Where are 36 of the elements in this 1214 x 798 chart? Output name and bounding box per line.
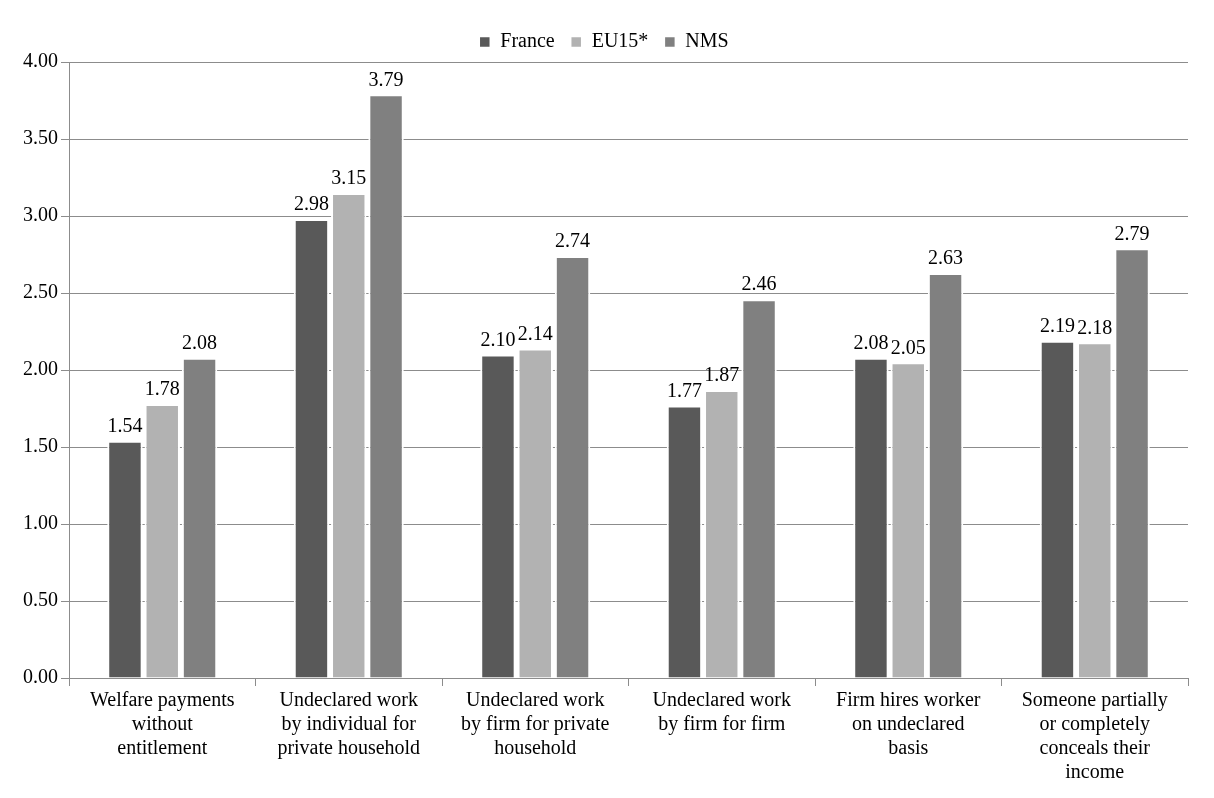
y-tick-label: 0.50 xyxy=(23,588,58,611)
y-tick-label: 0.00 xyxy=(23,665,58,688)
data-label: 2.63 xyxy=(928,246,964,269)
x-tick-label: Undeclared work by firm for private household xyxy=(461,688,610,759)
data-label: 2.08 xyxy=(853,330,889,353)
y-tick-label: 1.50 xyxy=(23,434,58,457)
data-label: 2.19 xyxy=(1039,313,1075,336)
data-label: 2.10 xyxy=(480,327,516,350)
data-label: 1.54 xyxy=(107,414,143,437)
data-label: 2.05 xyxy=(890,335,926,358)
legend-label: NMS xyxy=(685,29,729,52)
data-label: 2.46 xyxy=(741,272,777,295)
data-label: 3.79 xyxy=(368,67,404,90)
x-tick-label: Welfare payments without entitlement xyxy=(90,688,235,759)
y-tick-label: 4.00 xyxy=(23,49,58,72)
y-tick-label: 1.00 xyxy=(23,511,58,534)
y-tick-label: 2.50 xyxy=(23,280,58,303)
data-label: 2.08 xyxy=(182,330,218,353)
x-tick-label: Someone partially or completely conceals their income xyxy=(1021,688,1168,783)
data-label: 2.74 xyxy=(555,229,591,252)
data-label: 1.78 xyxy=(144,377,180,400)
legend-label: France xyxy=(500,29,555,52)
x-tick-label: Firm hires worker on undeclared basis xyxy=(836,688,981,759)
data-label: 2.18 xyxy=(1077,315,1113,338)
data-label: 3.15 xyxy=(331,166,367,189)
data-label: 1.77 xyxy=(666,378,702,401)
y-tick-label: 3.50 xyxy=(23,126,58,149)
y-tick-label: 3.00 xyxy=(23,203,58,226)
data-label: 2.79 xyxy=(1114,221,1150,244)
legend-label: EU15* xyxy=(591,29,649,52)
x-tick-label: Undeclared work by firm for firm xyxy=(652,688,791,736)
data-label: 1.87 xyxy=(704,363,740,386)
data-label: 2.98 xyxy=(293,192,329,215)
x-tick-label: Undeclared work by individual for private household xyxy=(277,688,421,760)
data-label: 2.14 xyxy=(517,321,553,344)
y-tick-label: 2.00 xyxy=(23,357,58,380)
